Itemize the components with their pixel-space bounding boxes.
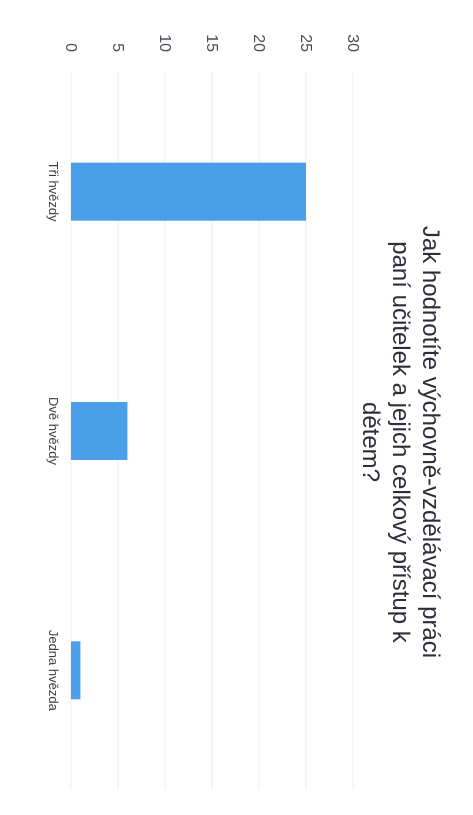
- x-category-label: Tři hvězdy: [46, 162, 61, 222]
- y-axis-ticks: 0 5 10 15 20 25 30: [62, 34, 361, 52]
- chart-title: Jak hodnotíte výchovně-vzdělávací prácip…: [357, 226, 444, 658]
- x-category-label: Jedna hvězda: [46, 630, 61, 712]
- y-tick-label: 5: [109, 43, 126, 52]
- y-tick-label: 25: [297, 34, 314, 52]
- bar: [70, 402, 128, 460]
- chart-title-line: Jak hodnotíte výchovně-vzdělávací práci: [417, 226, 444, 658]
- y-tick-label: 20: [250, 34, 267, 52]
- chart-title-line: paní učitelek a jejich celkový přístup k: [387, 241, 414, 644]
- y-tick-label: 30: [344, 34, 361, 52]
- x-category-label: Dvě hvězdy: [46, 397, 61, 465]
- chart-title-line: dětem?: [357, 402, 384, 482]
- bar: [70, 641, 81, 700]
- x-axis-categories: Tři hvězdy Dvě hvězdy Jedna hvězda: [46, 162, 61, 712]
- bar: [71, 162, 306, 221]
- y-tick-label: 15: [203, 34, 220, 52]
- bars: [70, 162, 306, 700]
- y-tick-label: 0: [62, 43, 79, 52]
- y-tick-label: 10: [156, 34, 173, 52]
